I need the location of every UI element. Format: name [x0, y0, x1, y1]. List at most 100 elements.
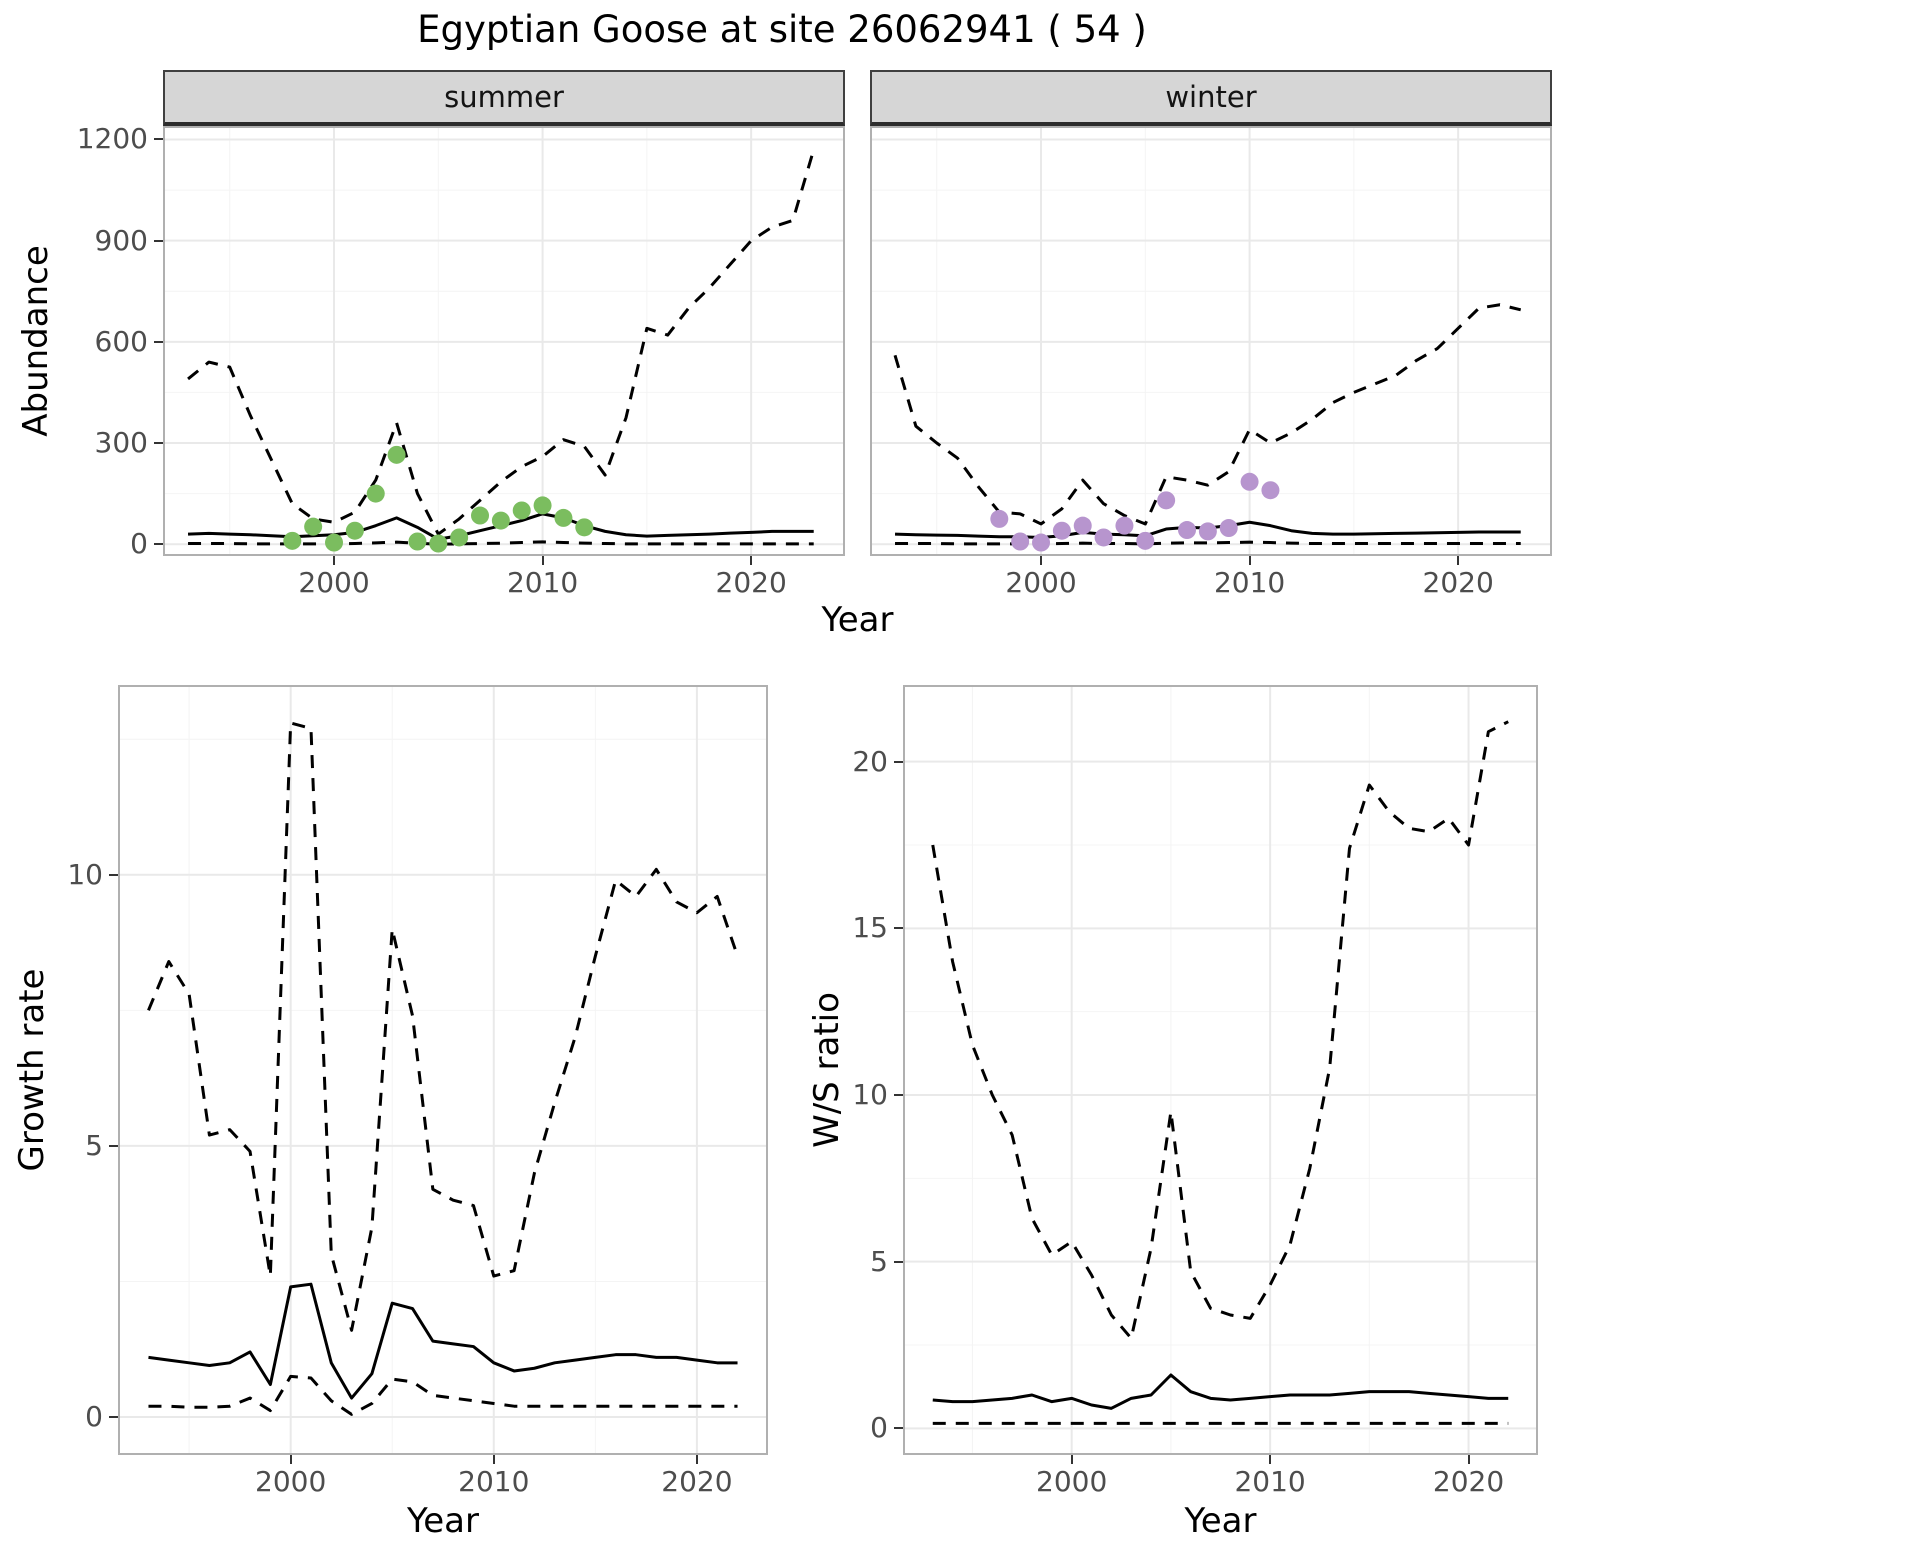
- observation-point: [450, 528, 469, 547]
- growth-rate-plot-svg: [118, 685, 768, 1455]
- y-tick-mark: [109, 1416, 118, 1419]
- observation-point: [1052, 521, 1071, 540]
- x-tick-label: 2020: [1432, 1465, 1505, 1498]
- observation-point: [1219, 519, 1238, 538]
- x-axis-title-abundance: Year: [821, 600, 894, 640]
- observation-point: [1032, 533, 1051, 552]
- panel-abundance-summer: 2000 2010 2020 0 300 600 900 1200: [77, 125, 845, 597]
- series-upper_dashed: [147, 721, 739, 1332]
- observation-point: [1136, 531, 1155, 550]
- x-tick-label: 2020: [661, 1465, 733, 1498]
- observation-point: [283, 531, 302, 550]
- panel-border: [870, 126, 1552, 556]
- x-tick-label: 2010: [458, 1465, 530, 1498]
- facet-strip-summer: summer: [163, 70, 845, 126]
- x-tick-label: 2000: [255, 1465, 327, 1498]
- panel-border: [163, 126, 845, 556]
- series-fit_solid: [932, 1373, 1509, 1410]
- y-tick-label: 300: [94, 426, 148, 460]
- y-tick-label: 10: [852, 1078, 888, 1111]
- observation-point: [575, 518, 594, 537]
- x-tick-label: 2010: [1234, 1465, 1306, 1498]
- x-tick-label: 2010: [506, 566, 579, 599]
- y-tick-label: 10: [67, 857, 103, 891]
- series-upper_dashed: [931, 720, 1509, 1340]
- y-axis-title-abundance: Abundance: [16, 245, 56, 437]
- observation-point: [429, 534, 448, 553]
- observation-point: [1178, 521, 1197, 540]
- y-tick-label: 5: [870, 1244, 888, 1278]
- y-tick-mark: [109, 873, 118, 876]
- y-tick-mark: [894, 1427, 903, 1430]
- series-lower_dashed: [895, 540, 1521, 546]
- panel-border: [118, 685, 768, 1455]
- observation-point: [1094, 528, 1113, 547]
- observation-point: [304, 517, 323, 536]
- y-axis-title-growth-rate: Growth rate: [12, 968, 52, 1172]
- observation-point: [1157, 491, 1176, 510]
- y-tick-mark: [154, 239, 163, 242]
- x-axis-title-ws-ratio: Year: [1184, 1501, 1257, 1541]
- x-tick-mark: [333, 556, 336, 565]
- x-tick-mark: [541, 556, 544, 565]
- series-upper_dashed: [893, 303, 1522, 526]
- y-tick-mark: [894, 1260, 903, 1263]
- observation-point: [512, 501, 531, 520]
- observation-point: [1198, 522, 1217, 541]
- observation-point: [1073, 516, 1092, 535]
- x-tick-label: 2010: [1213, 566, 1286, 599]
- x-tick-label: 2000: [1036, 1465, 1108, 1498]
- abundance-summer-plot-svg: [163, 126, 845, 556]
- observation-point: [533, 496, 552, 515]
- y-tick-label: 5: [85, 1128, 103, 1162]
- y-tick-mark: [894, 927, 903, 930]
- y-tick-mark: [154, 138, 163, 141]
- panel-ws-ratio: 2000 2010 2020 0 5 10 15 20: [852, 685, 1538, 1496]
- x-axis-title-growth-rate: Year: [407, 1501, 479, 1541]
- y-tick-mark: [154, 442, 163, 445]
- y-tick-label: 15: [852, 911, 888, 945]
- ws-ratio-plot-svg: [903, 685, 1538, 1455]
- observation-point: [471, 506, 490, 525]
- y-tick-label: 900: [94, 223, 148, 257]
- x-tick-mark: [1467, 1455, 1470, 1464]
- observation-point: [1011, 532, 1030, 551]
- y-tick-mark: [894, 760, 903, 763]
- x-tick-mark: [289, 1455, 292, 1464]
- facet-strip-summer-label: summer: [444, 80, 564, 114]
- y-tick-mark: [894, 1094, 903, 1096]
- observation-point: [1240, 472, 1259, 491]
- observation-point: [1115, 516, 1134, 535]
- y-tick-label: 600: [94, 324, 148, 358]
- facet-strip-winter: winter: [870, 70, 1552, 126]
- x-tick-label: 2020: [715, 566, 787, 599]
- observation-point: [1261, 481, 1280, 500]
- abundance-winter-plot-svg: [870, 126, 1552, 556]
- series-lower_dashed: [148, 1374, 738, 1416]
- observation-point: [491, 511, 510, 530]
- observation-point: [345, 521, 364, 540]
- y-axis-title-ws-ratio: W/S ratio: [807, 992, 847, 1148]
- panel-abundance-winter: 2000 2010 2020: [870, 126, 1552, 597]
- observation-point: [990, 509, 1009, 528]
- observation-point: [325, 533, 344, 552]
- panel-border: [903, 685, 1538, 1455]
- x-tick-label: 2000: [298, 566, 370, 599]
- x-tick-mark: [492, 1455, 495, 1464]
- y-tick-label: 0: [85, 1400, 103, 1434]
- x-tick-label: 2020: [1422, 566, 1494, 599]
- x-tick-mark: [1269, 1455, 1272, 1464]
- chart-title: Egyptian Goose at site 26062941 ( 54 ): [417, 8, 1147, 51]
- y-tick-mark: [154, 340, 163, 343]
- observation-point: [554, 508, 573, 527]
- x-tick-mark: [750, 556, 753, 565]
- x-tick-mark: [695, 1455, 698, 1464]
- y-tick-label: 1200: [76, 122, 148, 156]
- panel-growth-rate: 2000 2010 2020 0 5 10: [67, 685, 768, 1496]
- observation-point: [366, 484, 385, 503]
- x-tick-mark: [1040, 556, 1043, 565]
- x-tick-mark: [1070, 1455, 1073, 1464]
- y-tick-label: 0: [870, 1411, 888, 1445]
- x-tick-mark: [1457, 556, 1460, 565]
